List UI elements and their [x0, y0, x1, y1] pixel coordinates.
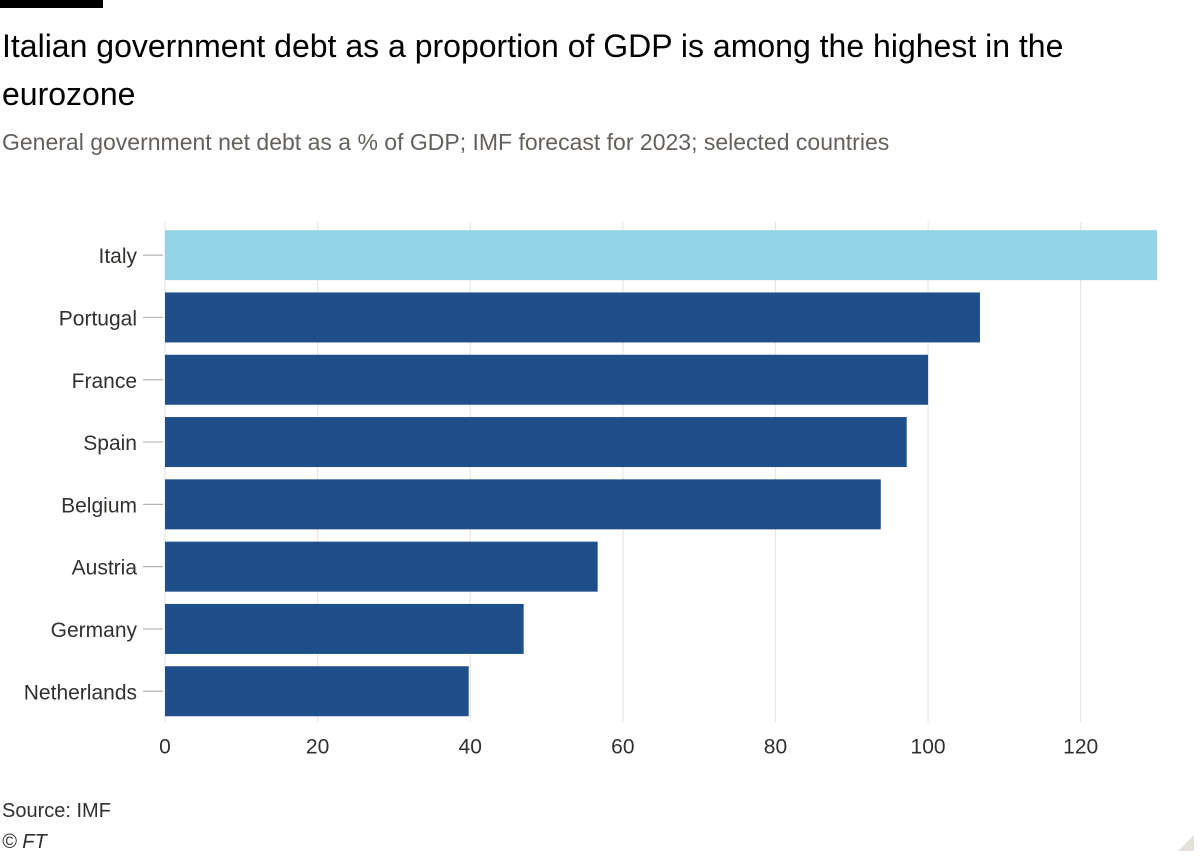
- x-tick-label: 80: [764, 735, 787, 758]
- y-category-label: Italy: [98, 245, 137, 268]
- bars: [165, 230, 1157, 717]
- bar-chart: Italy Portugal France Spain Belgium Austria Ge…: [24, 222, 1157, 758]
- chart-subtitle: General government net debt as a % of GD…: [2, 129, 890, 155]
- y-category-label: Spain: [83, 432, 137, 455]
- resize-corner-icon: [1178, 835, 1194, 851]
- copyright-note: © FT: [2, 831, 47, 853]
- bar-netherlands: [165, 666, 469, 717]
- x-tick-label: 20: [306, 735, 329, 758]
- chart-title: Italian government debt as a proportion …: [2, 28, 1064, 112]
- x-tick-label: 40: [459, 735, 482, 758]
- y-category-label: Portugal: [59, 307, 137, 330]
- y-axis-ticks: [143, 254, 163, 692]
- y-axis-labels: Italy Portugal France Spain Belgium Austria Ge…: [24, 245, 138, 704]
- bar-germany: [165, 603, 524, 654]
- x-tick-label: 120: [1063, 735, 1098, 758]
- brand-bar: [0, 0, 103, 8]
- y-category-label: Netherlands: [24, 681, 137, 704]
- bar-spain: [165, 417, 907, 468]
- source-note: Source: IMF: [2, 800, 111, 822]
- bar-italy: [165, 230, 1157, 281]
- y-category-label: Germany: [51, 619, 138, 642]
- x-tick-label: 0: [159, 735, 171, 758]
- x-tick-label: 60: [611, 735, 634, 758]
- bar-france: [165, 354, 929, 405]
- y-category-label: France: [72, 370, 137, 393]
- bar-austria: [165, 541, 598, 592]
- x-tick-label: 100: [911, 735, 946, 758]
- y-category-label: Austria: [72, 557, 138, 580]
- bar-belgium: [165, 479, 881, 530]
- bar-portugal: [165, 292, 980, 343]
- y-category-label: Belgium: [61, 494, 137, 517]
- x-axis-labels: 0 20 40 60 80 100 120: [159, 735, 1098, 758]
